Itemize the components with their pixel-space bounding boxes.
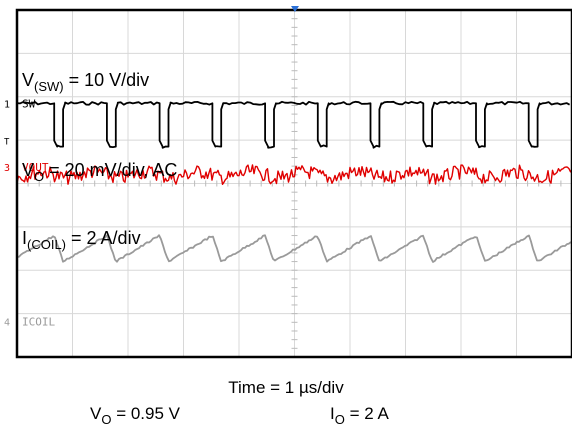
vout-channel-label: VO = 20 mV/div, AC	[22, 160, 178, 184]
trigger-channel-marker: T	[4, 138, 10, 148]
coil-channel-number: 4	[4, 318, 10, 329]
sw-channel-number: 1	[4, 99, 10, 110]
output-voltage-caption: VO = 0.95 V	[90, 404, 180, 427]
coil-channel-label: I(COIL) = 2 A/div	[22, 228, 141, 252]
scope-channel-markers: T 1 SW 3 VOUT 4 ICOIL	[4, 97, 55, 328]
scope-traces	[16, 100, 572, 263]
trace-vout	[16, 164, 572, 185]
oscilloscope-plot: T 1 SW 3 VOUT 4 ICOIL	[0, 0, 572, 370]
trace-sw	[16, 100, 571, 149]
time-caption: Time = 1 µs/div	[228, 378, 344, 397]
sw-trace-name: SW	[22, 97, 36, 110]
scope-frame-background	[0, 0, 572, 370]
output-current-caption: IO = 2 A	[330, 404, 389, 427]
scope-grid	[16, 9, 572, 358]
vout-trace-name: VOUT	[22, 161, 49, 174]
trigger-position-marker	[291, 6, 299, 12]
trace-coil	[17, 234, 572, 263]
vout-channel-number: 3	[4, 163, 10, 174]
sw-channel-label: V(SW) = 10 V/div	[22, 70, 150, 94]
coil-trace-name: ICOIL	[22, 316, 55, 329]
